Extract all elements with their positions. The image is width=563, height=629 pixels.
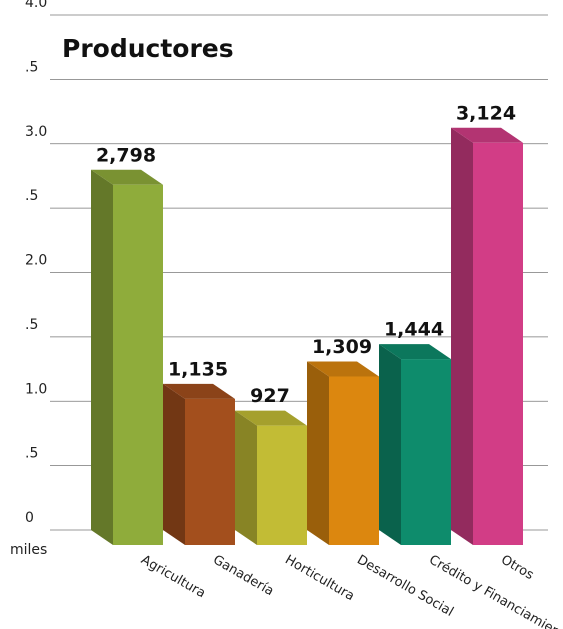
- y-tick-label: .5: [25, 59, 38, 75]
- bar-top: [235, 410, 307, 426]
- bar-top: [307, 361, 379, 377]
- value-label: 927: [250, 385, 290, 407]
- bar: [401, 359, 451, 545]
- value-label: 2,798: [96, 144, 156, 166]
- bar-side: [379, 344, 401, 545]
- bar-side: [451, 127, 473, 545]
- bar: [113, 184, 163, 545]
- x-tick-label: Agricultura: [138, 553, 208, 602]
- bar-top: [451, 127, 523, 143]
- y-tick-label: .5: [25, 188, 38, 204]
- bar-side: [163, 383, 185, 545]
- value-label: 1,135: [168, 358, 228, 380]
- bar-side: [307, 361, 329, 545]
- y-tick-label: 4.0: [25, 0, 47, 11]
- bar-top: [91, 169, 163, 185]
- bar-top: [379, 344, 451, 360]
- y-tick-label: 2.0: [25, 253, 47, 269]
- bar-side: [91, 169, 113, 545]
- x-tick-label: Horticultura: [282, 553, 357, 605]
- y-tick-label: 3.0: [25, 124, 47, 140]
- value-label: 1,309: [312, 336, 372, 358]
- bar: [473, 142, 523, 545]
- bar: [185, 398, 235, 545]
- y-tick-label: .5: [25, 317, 38, 333]
- y-tick-label: 0: [25, 510, 34, 526]
- y-unit: miles: [10, 542, 47, 558]
- chart-title: Productores: [62, 34, 234, 63]
- y-tick-label: .5: [25, 446, 38, 462]
- x-tick-label: Otros: [498, 553, 536, 584]
- bar: [329, 376, 379, 545]
- bar-side: [235, 410, 257, 545]
- y-tick-label: 1.0: [25, 381, 47, 397]
- bar: [257, 425, 307, 545]
- value-label: 1,444: [384, 319, 444, 341]
- x-tick-label: Ganadería: [210, 553, 276, 600]
- value-label: 3,124: [456, 102, 516, 124]
- bar-top: [163, 383, 235, 399]
